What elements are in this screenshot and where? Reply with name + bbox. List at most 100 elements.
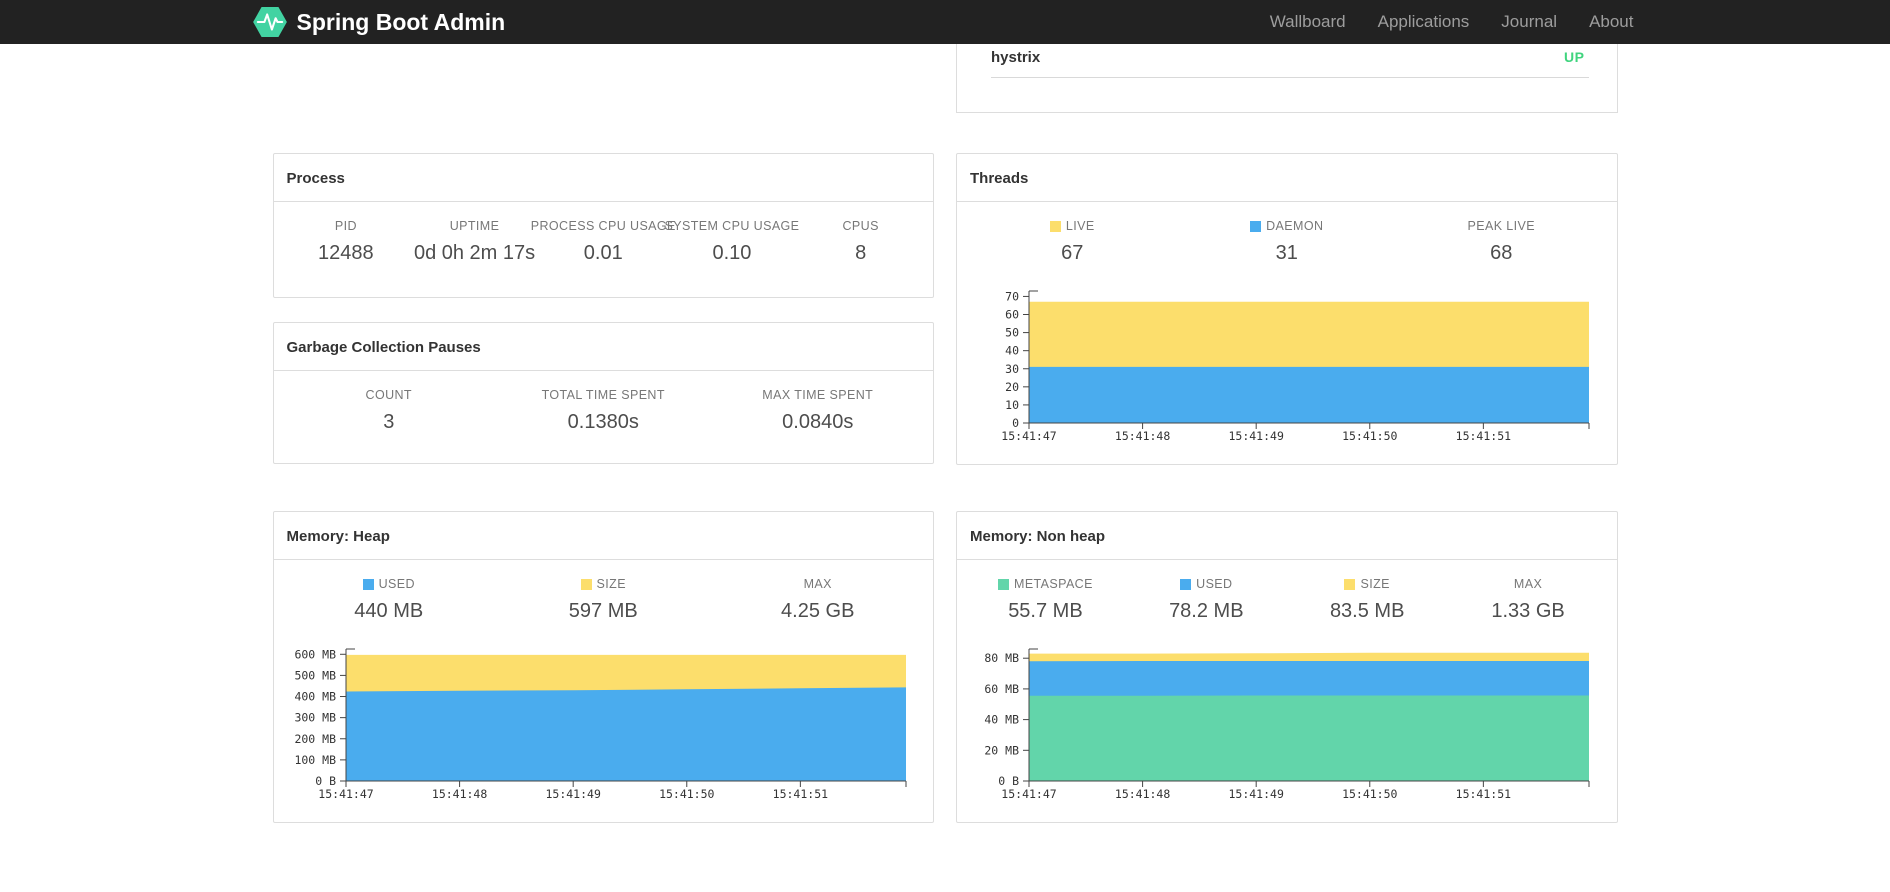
x-tick-label: 15:41:51 [1456,787,1511,801]
legend-color-icon [1049,220,1061,232]
brand[interactable]: Spring Boot Admin [252,7,505,37]
stat-value: 12488 [318,242,374,264]
stat-value: 0.0840s [782,411,854,433]
heap-memory-card: Memory: Heap USED 440 MB SIZE 597 MB MAX 4.25… [272,511,934,823]
stat-label-text: SIZE [1360,577,1390,591]
x-tick-label: 15:41:47 [1001,429,1056,443]
nav-item-about[interactable]: About [1589,12,1634,31]
y-tick-label: 60 MB [984,682,1019,696]
stat-item: PROCESS CPU USAGE 0.01 [531,219,676,265]
x-tick-label: 15:41:47 [318,787,373,801]
gc-pauses-card: Garbage Collection Pauses COUNT 3 TOTAL TI… [272,322,934,464]
application-name[interactable]: hystrix [991,49,1041,66]
stat-value: 0.10 [712,242,752,264]
stat-label-text: SYSTEM CPU USAGE [664,219,800,233]
x-tick-label: 15:41:50 [1342,787,1397,801]
threads-card: Threads LIVE 67 DAEMON 31 PEAK LIVE 68 0 10 20 3… [956,153,1618,465]
navbar-inner: Spring Boot Admin Wallboard Applications… [252,0,1638,44]
nav-links: Wallboard Applications Journal About [1266,10,1638,34]
legend-color-icon [580,578,592,590]
legend-color-icon [1180,578,1192,590]
stat-value: 78.2 MB [1169,600,1244,622]
legend-color-icon [998,578,1009,590]
stat-label-text: MAX TIME SPENT [762,388,874,402]
stat-label-text: METASPACE [1014,577,1093,591]
x-tick-label: 15:41:49 [545,787,600,801]
middle-row: Process PID 12488 UPTIME 0d 0h 2m 17s PROCES… [272,153,1618,465]
gc-pauses-stats: COUNT 3 TOTAL TIME SPENT 0.1380s MAX TIME SP… [274,371,934,452]
heap-memory-stats: USED 440 MB SIZE 597 MB MAX 4.25 GB [274,560,934,641]
stat-item: SYSTEM CPU USAGE 0.10 [664,219,800,265]
stat-item: UPTIME 0d 0h 2m 17s [410,219,539,265]
y-tick-label: 40 MB [984,713,1019,727]
stat-value: 31 [1275,242,1298,264]
x-tick-label: 15:41:48 [1115,429,1170,443]
y-tick-label: 30 [1005,362,1019,376]
x-tick-label: 15:41:50 [1342,429,1397,443]
stat-value: 3 [383,411,395,433]
main-content: hystrix UP Process PID 12488 UPTIME 0d 0h 2… [272,44,1618,823]
nonheap-chart-wrap: 0 B 20 MB 40 MB 60 MB 80 MB 15:41:47 15:41:48 1… [957,641,1617,822]
y-tick-label: 0 B [315,774,336,788]
stat-label: METASPACE [965,577,1126,591]
stat-value: 1.33 GB [1491,600,1565,622]
stat-item: DAEMON 31 [1180,219,1395,265]
y-tick-label: 300 MB [294,711,336,725]
stat-label: LIVE [965,219,1180,233]
gc-pauses-card-title: Garbage Collection Pauses [273,323,933,371]
nav-item-applications[interactable]: Applications [1377,12,1470,31]
stat-value: 8 [855,242,867,264]
nonheap-memory-stats: METASPACE 55.7 MB USED 78.2 MB SIZE 83.5 MB MA… [957,560,1617,641]
stat-item: PID 12488 [282,219,411,265]
stat-label-text: LIVE [1065,219,1095,233]
stat-value: 68 [1490,242,1513,264]
stat-label: SIZE [496,577,711,591]
stat-label-text: DAEMON [1266,219,1324,233]
x-tick-label: 15:41:49 [1228,429,1283,443]
stat-label: UPTIME [410,219,539,233]
memory-row-left: Memory: Heap USED 440 MB SIZE 597 MB MAX 4.25… [272,511,934,823]
stat-label: TOTAL TIME SPENT [496,388,711,402]
stat-item: USED 440 MB [282,577,497,623]
status-row-right: hystrix UP [956,44,1618,113]
stat-label-text: MAX [803,577,832,591]
nonheap-memory-card: Memory: Non heap METASPACE 55.7 MB USED 78.… [956,511,1618,823]
stat-label-text: USED [378,577,415,591]
x-tick-label: 15:41:51 [1456,429,1511,443]
stat-item: MAX TIME SPENT 0.0840s [711,388,926,434]
stat-label-text: MAX [1513,577,1543,591]
heap-memory-card-title: Memory: Heap [273,512,933,560]
y-tick-label: 10 [1005,398,1019,412]
stat-label: SYSTEM CPU USAGE [664,219,800,233]
stat-label: PROCESS CPU USAGE [531,219,676,233]
threads-chart: 0 10 20 30 40 50 60 70 15:41:47 15:41:48 15:41:49 1… [1001,289,1590,443]
legend-color-icon [362,578,374,590]
heap-chart-wrap: 0 B 100 MB 200 MB 300 MB 400 MB 500 MB 600 MB 1… [274,641,934,822]
process-stats: PID 12488 UPTIME 0d 0h 2m 17s PROCESS CPU US… [274,202,934,283]
nonheap-memory-chart: 0 B 20 MB 40 MB 60 MB 80 MB 15:41:47 15:41:48 1… [984,648,1590,801]
stat-label: PID [282,219,411,233]
stat-label: DAEMON [1180,219,1395,233]
y-tick-label: 20 MB [984,743,1019,757]
heap-memory-chart: 0 B 100 MB 200 MB 300 MB 400 MB 500 MB 600 MB 1… [294,647,906,801]
nav-item-journal[interactable]: Journal [1501,12,1558,31]
stat-label-text: PEAK LIVE [1467,219,1536,233]
threads-chart-wrap: 0 10 20 30 40 50 60 70 15:41:47 15:41:48 15:41:49 1… [957,283,1617,464]
x-tick-label: 15:41:47 [1001,787,1056,801]
memory-row: Memory: Heap USED 440 MB SIZE 597 MB MAX 4.25… [272,511,1618,823]
stat-label-text: SIZE [596,577,626,591]
stat-value: 4.25 GB [781,600,855,622]
stat-item: LIVE 67 [965,219,1180,265]
nav-item-wallboard[interactable]: Wallboard [1269,12,1346,31]
y-tick-label: 400 MB [294,690,336,704]
nonheap-memory-card-title: Memory: Non heap [957,512,1617,560]
area-series-daemon [1029,366,1589,423]
x-tick-label: 15:41:48 [431,787,486,801]
status-row: hystrix UP [273,44,1618,113]
y-tick-label: 80 MB [984,651,1019,665]
stat-item: METASPACE 55.7 MB [965,577,1126,623]
application-status-badge: UP [1564,49,1585,65]
stat-item: COUNT 3 [282,388,497,434]
stat-label: MAX TIME SPENT [711,388,926,402]
navbar: Spring Boot Admin Wallboard Applications… [0,0,1890,44]
